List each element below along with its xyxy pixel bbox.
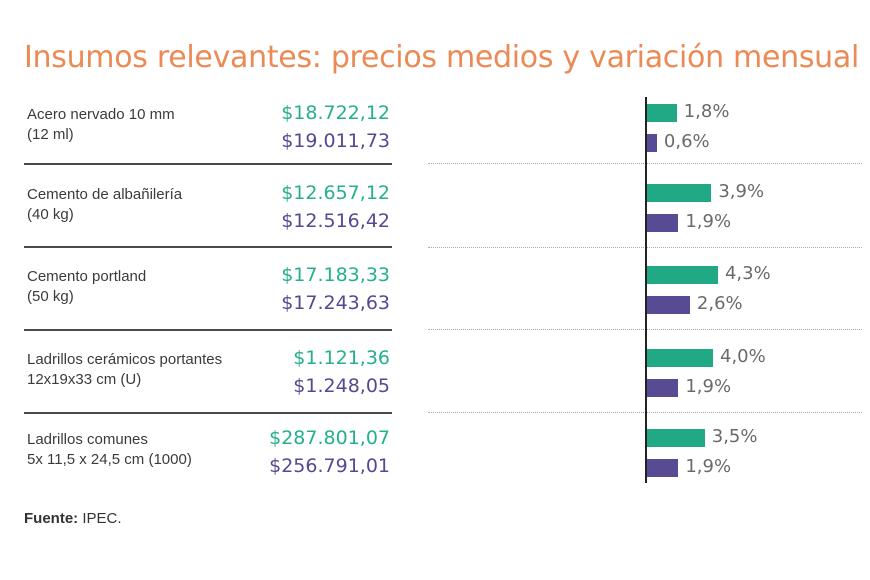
bar-label-series1: 4,3% xyxy=(724,263,771,284)
price-previous: $1.248,05 xyxy=(293,375,390,397)
bar-series2 xyxy=(647,379,679,397)
row-separator xyxy=(24,246,392,248)
bar-series2 xyxy=(647,296,690,314)
bar-label-series2: 1,9% xyxy=(685,456,732,477)
bar-series2 xyxy=(647,459,679,477)
source-note: Fuente: IPEC. xyxy=(24,510,122,527)
bar-label-series1: 1,8% xyxy=(683,101,730,122)
bar-series2 xyxy=(647,134,657,152)
bar-label-series1: 3,9% xyxy=(718,181,765,202)
item-name-line2: (50 kg) xyxy=(27,288,74,305)
item-name-line1: Acero nervado 10 mm xyxy=(27,106,175,123)
item-name-line2: (12 ml) xyxy=(27,126,74,143)
price-previous: $19.011,73 xyxy=(281,130,390,152)
bar-label-series2: 0,6% xyxy=(663,131,710,152)
price-previous: $17.243,63 xyxy=(281,292,390,314)
bar-series1 xyxy=(647,429,705,447)
item-name-line2: 5x 11,5 x 24,5 cm (1000) xyxy=(27,451,192,468)
item-name-line1: Ladrillos comunes xyxy=(27,431,148,448)
item-name-line2: 12x19x33 cm (U) xyxy=(27,371,142,388)
chart-title: Insumos relevantes: precios medios y var… xyxy=(24,40,859,75)
source-value: IPEC. xyxy=(82,510,122,527)
item-name-line1: Ladrillos cerámicos portantes xyxy=(27,351,223,368)
bar-series1 xyxy=(647,349,713,367)
item-name-line2: (40 kg) xyxy=(27,206,74,223)
price-current: $287.801,07 xyxy=(269,427,390,449)
bar-series1 xyxy=(647,184,712,202)
bar-label-series1: 4,0% xyxy=(720,346,766,367)
price-current: $17.183,33 xyxy=(281,264,390,286)
bar-series2 xyxy=(647,214,679,232)
item-name: Ladrillos cerámicos portantes 12x19x33 cm… xyxy=(27,350,222,390)
item-name: Cemento portland (50 kg) xyxy=(27,267,146,307)
bar-label-series1: 3,5% xyxy=(711,426,758,447)
item-name: Acero nervado 10 mm (12 ml) xyxy=(27,105,175,145)
bar-label-series2: 2,6% xyxy=(696,293,743,314)
bar-label-series2: 1,9% xyxy=(685,376,732,397)
price-previous: $256.791,01 xyxy=(269,455,390,477)
bar-series1 xyxy=(647,104,677,122)
bar-series1 xyxy=(647,266,718,284)
price-previous: $12.516,42 xyxy=(281,210,390,232)
source-label: Fuente: xyxy=(24,510,79,527)
item-name-line1: Cemento de albañilería xyxy=(27,186,183,203)
item-name: Cemento de albañilería (40 kg) xyxy=(27,185,182,225)
item-name-line1: Cemento portland xyxy=(27,268,147,285)
row-separator xyxy=(24,329,392,331)
item-name: Ladrillos comunes 5x 11,5 x 24,5 cm (1000… xyxy=(27,430,192,470)
bar-axis xyxy=(645,97,647,483)
price-current: $18.722,12 xyxy=(281,102,390,124)
price-current: $1.121,36 xyxy=(293,347,390,369)
price-current: $12.657,12 xyxy=(281,182,390,204)
bar-label-series2: 1,9% xyxy=(685,211,732,232)
row-separator xyxy=(24,412,392,414)
row-separator xyxy=(24,163,392,165)
